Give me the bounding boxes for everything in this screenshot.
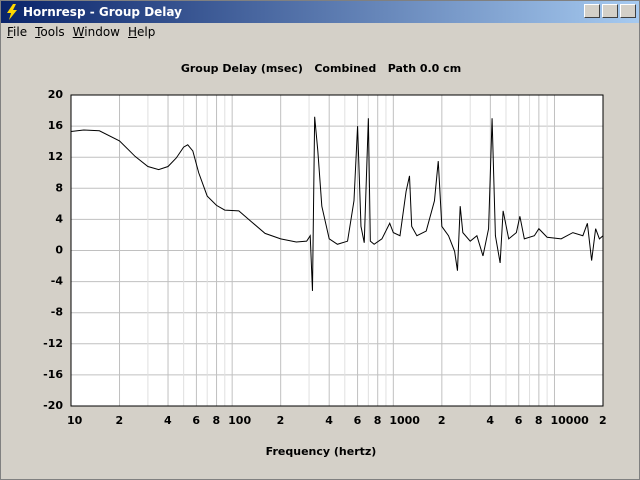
menu-bar: File Tools Window Help (1, 23, 639, 41)
x-tick-label: 10 (67, 414, 83, 427)
x-tick-label: 4 (164, 414, 172, 427)
y-tick-label: 4 (55, 212, 63, 225)
title-bar: Hornresp - Group Delay (1, 1, 639, 23)
x-tick-label: 8 (213, 414, 221, 427)
y-tick-label: -20 (43, 399, 63, 412)
menu-item[interactable]: File (7, 25, 28, 39)
x-tick-label: 2 (116, 414, 124, 427)
y-tick-label: -8 (51, 306, 63, 319)
x-tick-label: 2 (438, 414, 446, 427)
chart: Group Delay (msec) Combined Path 0.0 cm … (43, 62, 607, 458)
menu-item[interactable]: Tools (35, 25, 65, 39)
y-tick-label: 0 (55, 244, 63, 257)
x-tick-label: 4 (486, 414, 494, 427)
x-tick-label: 4 (325, 414, 333, 427)
window-title: Hornresp - Group Delay (23, 5, 182, 19)
y-tick-label: -16 (43, 368, 63, 381)
y-tick-label: 8 (55, 181, 63, 194)
menu-item[interactable]: Help (128, 25, 156, 39)
x-tick-label: 8 (535, 414, 543, 427)
minimize-button[interactable] (584, 4, 600, 18)
menu-item[interactable]: Window (72, 25, 120, 39)
x-tick-label: 2 (277, 414, 285, 427)
x-tick-label: 6 (354, 414, 362, 427)
x-tick-label: 10000 (550, 414, 589, 427)
y-tick-label: 12 (48, 150, 63, 163)
chart-title: Group Delay (msec) Combined Path 0.0 cm (181, 62, 461, 75)
maximize-button[interactable] (602, 4, 618, 18)
x-tick-label: 1000 (389, 414, 420, 427)
x-tick-label: 2 (599, 414, 607, 427)
close-button[interactable] (620, 4, 636, 18)
data-line (70, 116, 604, 291)
y-tick-label: -12 (43, 337, 63, 350)
x-tick-label: 100 (228, 414, 251, 427)
x-tick-label: 8 (374, 414, 382, 427)
y-tick-label: 20 (48, 88, 64, 101)
x-tick-label: 6 (192, 414, 200, 427)
y-tick-label: 16 (48, 119, 64, 132)
y-tick-label: -4 (51, 275, 64, 288)
plot-border (70, 94, 604, 407)
x-axis-label: Frequency (hertz) (266, 445, 377, 458)
app-icon (7, 4, 17, 20)
x-tick-label: 6 (515, 414, 523, 427)
